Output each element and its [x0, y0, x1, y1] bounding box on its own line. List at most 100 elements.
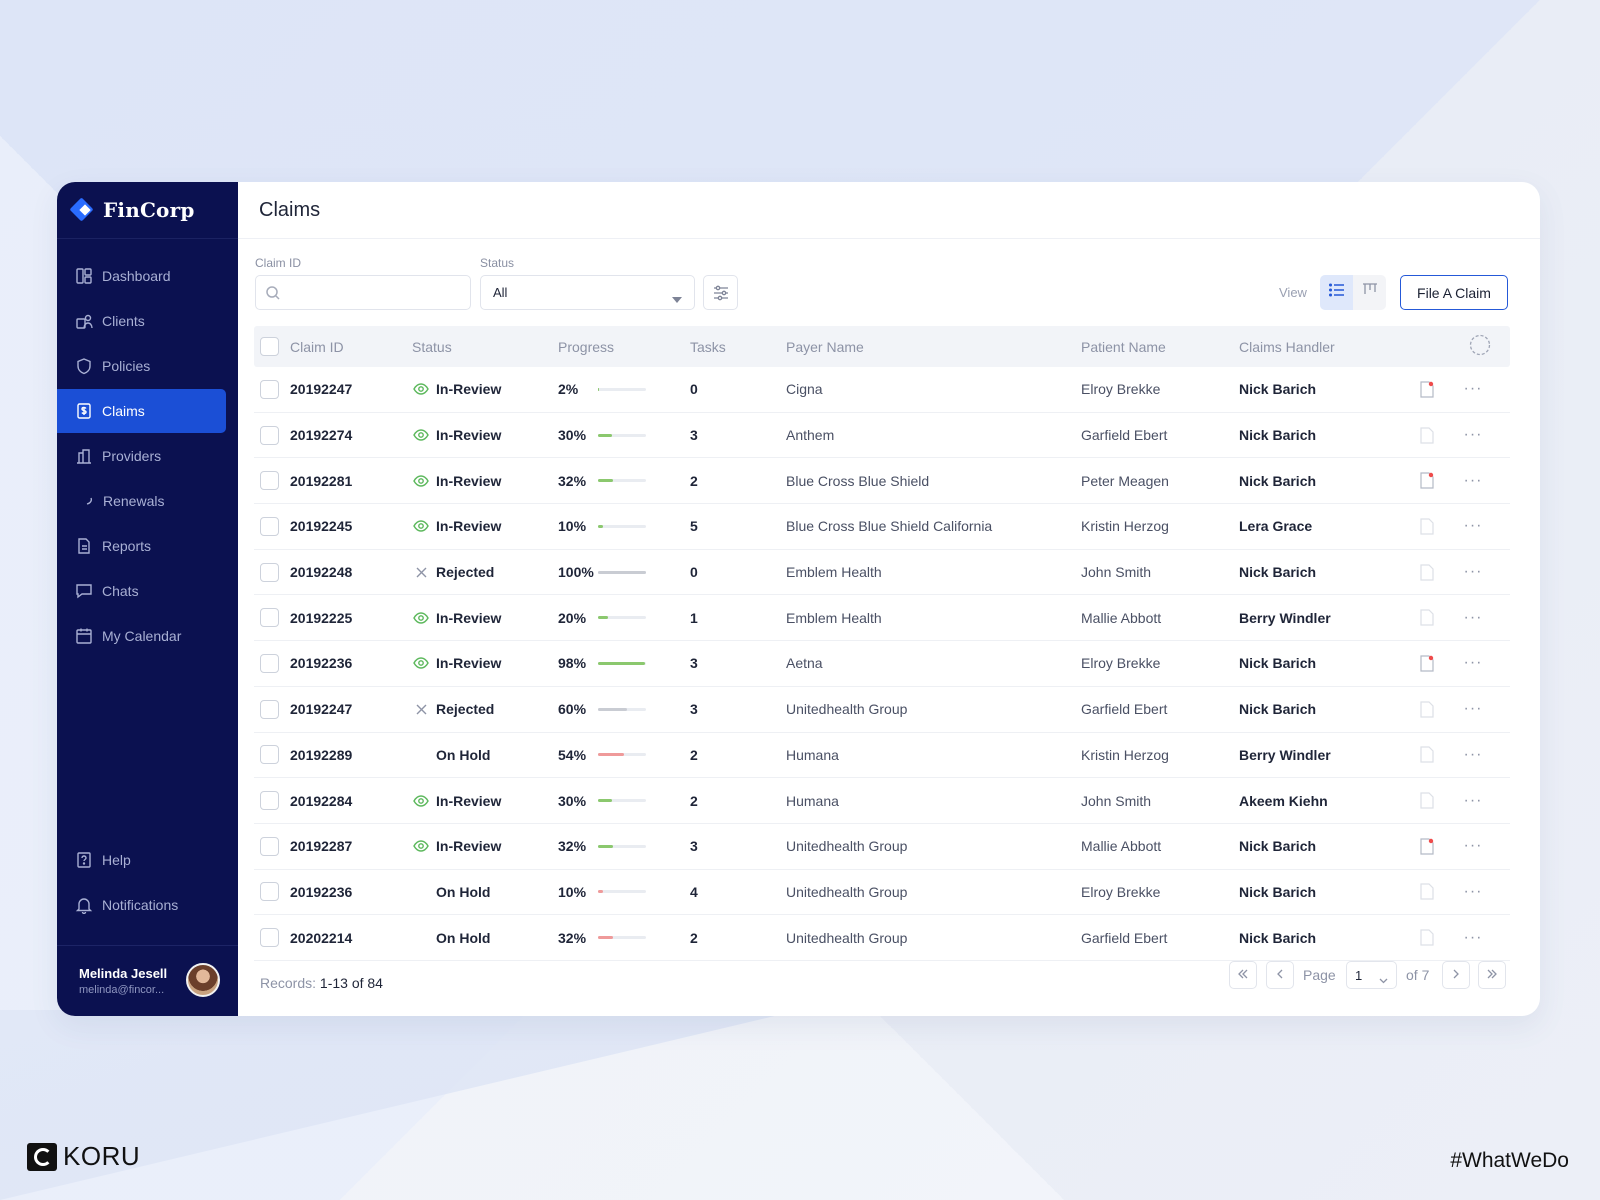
more-options-icon[interactable]: ··· — [1463, 745, 1483, 763]
document-icon[interactable] — [1401, 426, 1453, 444]
more-options-icon[interactable]: ··· — [1463, 928, 1483, 946]
previous-page-button[interactable] — [1266, 961, 1294, 989]
document-alert-icon[interactable] — [1401, 381, 1453, 398]
column-header-status[interactable]: Status — [412, 338, 452, 355]
sidebar-item-clients[interactable]: Clients — [57, 299, 226, 343]
document-icon[interactable] — [1401, 746, 1453, 763]
document-alert-icon[interactable] — [1401, 472, 1453, 489]
column-header-tasks[interactable]: Tasks — [690, 338, 726, 355]
table-row[interactable]: 20192248 Rejected 100% 0 Emblem Health John S… — [254, 550, 1510, 596]
more-options-icon[interactable]: ··· — [1463, 882, 1483, 900]
row-checkbox[interactable] — [260, 836, 279, 856]
row-checkbox[interactable] — [260, 379, 279, 399]
claim-id-cell[interactable]: 20192225 — [290, 609, 353, 626]
page-select[interactable]: 1 — [1346, 961, 1397, 989]
table-row[interactable]: 20192287 In-Review 32% 3 Unitedhealth Group M… — [254, 824, 1510, 870]
table-row[interactable]: 20192245 In-Review 10% 5 Blue Cross Blue Shi… — [254, 504, 1510, 550]
claim-id-cell[interactable]: 20192248 — [290, 564, 353, 581]
sidebar-item-notifications[interactable]: Notifications — [57, 883, 226, 927]
column-header-patient-name[interactable]: Patient Name — [1081, 338, 1166, 355]
sidebar-item-policies[interactable]: Policies — [57, 344, 226, 388]
more-options-icon[interactable]: ··· — [1463, 517, 1483, 535]
claim-id-cell[interactable]: 20192274 — [290, 427, 353, 444]
select-all-checkbox[interactable] — [260, 337, 279, 356]
sidebar-item-reports[interactable]: Reports — [57, 524, 226, 568]
more-options-icon[interactable]: ··· — [1463, 563, 1483, 581]
column-header-claim-id[interactable]: Claim ID — [290, 338, 344, 355]
avatar[interactable] — [186, 963, 220, 997]
claim-id-cell[interactable]: 20192236 — [290, 883, 353, 900]
document-icon[interactable] — [1401, 563, 1453, 581]
document-alert-icon[interactable] — [1401, 655, 1453, 672]
row-checkbox[interactable] — [260, 425, 279, 445]
row-checkbox[interactable] — [260, 745, 279, 765]
brand[interactable]: FinCorp — [57, 182, 238, 239]
claim-id-filter-label: Claim ID — [255, 256, 302, 270]
row-checkbox[interactable] — [260, 608, 279, 628]
claim-id-cell[interactable]: 20192236 — [290, 655, 353, 672]
more-options-icon[interactable]: ··· — [1463, 608, 1483, 626]
table-row[interactable]: 20202214 On Hold 32% 2 Unitedhealth Group Gar… — [254, 915, 1510, 961]
row-checkbox[interactable] — [260, 882, 279, 902]
claim-id-search-input[interactable] — [255, 275, 471, 310]
document-alert-icon[interactable] — [1401, 838, 1453, 855]
user-profile[interactable]: Melinda Jesell melinda@fincor... — [57, 945, 238, 1016]
claim-id-cell[interactable]: 20192247 — [290, 701, 353, 718]
sidebar-item-providers[interactable]: Providers — [57, 434, 226, 478]
file-a-claim-button[interactable]: File A Claim — [1400, 275, 1508, 310]
row-checkbox[interactable] — [260, 699, 279, 719]
table-row[interactable]: 20192289 On Hold 54% 2 Humana Kristin Herzog B… — [254, 733, 1510, 779]
row-checkbox[interactable] — [260, 471, 279, 491]
row-checkbox[interactable] — [260, 791, 279, 811]
table-row[interactable]: 20192247 In-Review 2% 0 Cigna Elroy Brekke Nic… — [254, 367, 1510, 413]
sidebar-item-help[interactable]: Help — [57, 838, 226, 882]
row-checkbox[interactable] — [260, 516, 279, 536]
more-options-icon[interactable]: ··· — [1463, 380, 1483, 398]
claim-id-cell[interactable]: 20192289 — [290, 746, 353, 763]
more-options-icon[interactable]: ··· — [1463, 791, 1483, 809]
more-options-icon[interactable]: ··· — [1463, 654, 1483, 672]
sidebar-item-chats[interactable]: Chats — [57, 569, 226, 613]
table-row[interactable]: 20192236 In-Review 98% 3 Aetna Elroy Brekke Ni… — [254, 641, 1510, 687]
more-options-icon[interactable]: ··· — [1463, 426, 1483, 444]
more-options-icon[interactable]: ··· — [1463, 471, 1483, 489]
sidebar-item-claims[interactable]: Claims — [57, 389, 226, 433]
sidebar-item-dashboard[interactable]: Dashboard — [57, 254, 226, 298]
claim-id-cell[interactable]: 20192284 — [290, 792, 353, 809]
sidebar-item-my-calendar[interactable]: My Calendar — [57, 614, 226, 658]
claim-id-cell[interactable]: 20192281 — [290, 472, 353, 489]
board-view-button[interactable] — [1353, 275, 1386, 310]
column-header-progress[interactable]: Progress — [558, 338, 615, 355]
table-row[interactable]: 20192225 In-Review 20% 1 Emblem Health Mallie… — [254, 595, 1510, 642]
last-page-button[interactable] — [1478, 961, 1506, 989]
list-view-button[interactable] — [1320, 275, 1353, 310]
first-page-button[interactable] — [1229, 961, 1257, 989]
claim-id-cell[interactable]: 20202214 — [290, 929, 353, 946]
claim-id-cell[interactable]: 20192245 — [290, 518, 353, 535]
row-checkbox[interactable] — [260, 562, 279, 582]
more-options-icon[interactable]: ··· — [1463, 700, 1483, 718]
table-row[interactable]: 20192274 In-Review 30% 3 Anthem Garfield Eber… — [254, 413, 1510, 459]
sidebar-item-renewals[interactable]: Renewals — [57, 479, 226, 523]
column-header-claims-handler[interactable]: Claims Handler — [1239, 338, 1335, 355]
document-icon[interactable] — [1401, 929, 1453, 946]
table-row[interactable]: 20192281 In-Review 32% 2 Blue Cross Blue Shi… — [254, 458, 1510, 505]
document-icon[interactable] — [1401, 518, 1453, 535]
document-icon[interactable] — [1401, 883, 1453, 901]
document-icon[interactable] — [1401, 609, 1453, 626]
column-settings-gear-icon[interactable] — [1469, 334, 1491, 359]
table-row[interactable]: 20192236 On Hold 10% 4 Unitedhealth Group Elr… — [254, 870, 1510, 916]
document-icon[interactable] — [1401, 792, 1453, 809]
table-row[interactable]: 20192247 Rejected 60% 3 Unitedhealth Group Ga… — [254, 687, 1510, 733]
filter-settings-button[interactable] — [703, 275, 738, 310]
row-checkbox[interactable] — [260, 928, 279, 948]
table-row[interactable]: 20192284 In-Review 30% 2 Humana John Smith Ake… — [254, 778, 1510, 824]
claim-id-cell[interactable]: 20192287 — [290, 838, 353, 855]
column-header-payer-name[interactable]: Payer Name — [786, 338, 864, 355]
next-page-button[interactable] — [1442, 961, 1470, 989]
row-checkbox[interactable] — [260, 653, 279, 673]
status-select[interactable]: All — [480, 275, 695, 310]
document-icon[interactable] — [1401, 701, 1453, 718]
more-options-icon[interactable]: ··· — [1463, 837, 1483, 855]
claim-id-cell[interactable]: 20192247 — [290, 381, 353, 398]
